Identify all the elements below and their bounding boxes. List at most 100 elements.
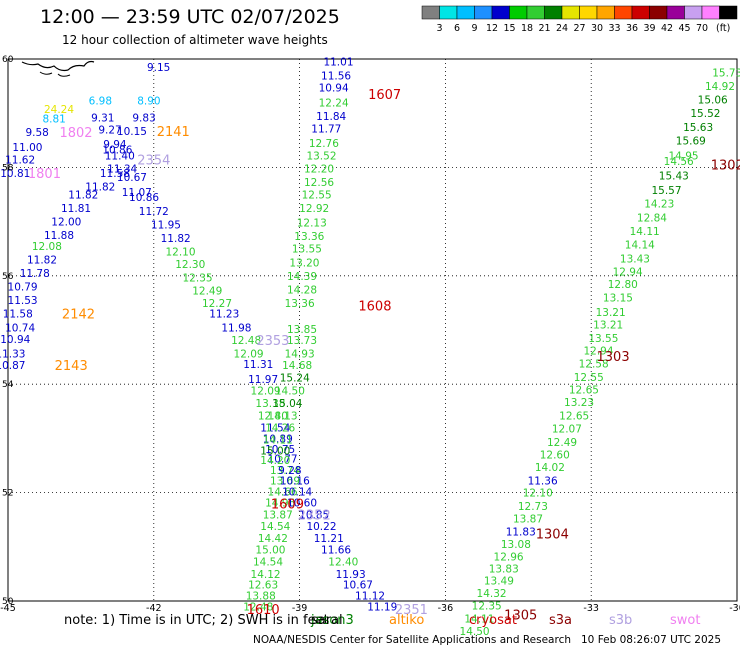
wave-height-label: 12.40 xyxy=(328,556,358,568)
satellite-legend-altiko: altiko xyxy=(389,613,425,628)
colorbar-tick-label: 27 xyxy=(573,23,585,34)
wave-height-label: 13.55 xyxy=(292,244,322,256)
wave-height-label: 11.62 xyxy=(5,154,35,166)
wave-height-label: 11.93 xyxy=(336,569,366,581)
wave-height-label: 15.24 xyxy=(280,373,310,385)
wave-height-label: 13.85 xyxy=(287,324,317,336)
satellite-legend-s3a: s3a xyxy=(549,613,573,628)
wave-height-label: 14.11 xyxy=(263,434,293,446)
wave-height-label: 10.75 xyxy=(265,444,295,456)
wave-height-label: 9.94 xyxy=(103,139,127,151)
wave-height-label: 15.04 xyxy=(272,398,302,410)
wave-height-label: 12.94 xyxy=(613,266,643,278)
wave-height-label: 12.55 xyxy=(574,372,604,384)
wave-height-label: 9.31 xyxy=(91,113,114,125)
wave-height-label: 11.78 xyxy=(20,268,50,280)
colorbar-tick-label: 18 xyxy=(521,23,533,34)
wave-height-label: 14.32 xyxy=(477,588,507,600)
wave-height-label: 15.00 xyxy=(255,545,285,557)
wave-height-label: 14.23 xyxy=(644,199,674,211)
wave-height-label: 9.58 xyxy=(25,127,48,139)
wave-height-label: 10.60 xyxy=(287,497,317,509)
wave-height-label: 9.28 xyxy=(278,465,301,477)
wave-height-label: 12.48 xyxy=(243,601,273,613)
pass-time-label: 1303 xyxy=(597,350,630,365)
wave-height-label: 11.12 xyxy=(355,591,385,603)
colorbar-tick-label: 70 xyxy=(696,23,708,34)
wave-height-label: 14.54 xyxy=(253,556,283,568)
wave-height-label: 14.50 xyxy=(275,386,305,398)
satellite-legend-swot: swot xyxy=(670,613,701,628)
colorbar-swatch xyxy=(631,5,650,20)
colorbar-tick-label: 45 xyxy=(678,23,690,34)
wave-height-label: 10.85 xyxy=(299,509,329,521)
wave-height-label: 15.52 xyxy=(690,108,720,120)
colorbar-swatch xyxy=(544,5,563,20)
y-tick-label: 50 xyxy=(2,597,14,607)
pass-time-labels: 1802 2141 2354 1801 2142 2143 2353 1607 1608 1302… xyxy=(28,88,740,623)
pass-time-label: 1302 xyxy=(711,159,740,174)
colorbar-tick-label: 42 xyxy=(661,23,673,34)
pass-time-label: 1610 xyxy=(247,603,280,618)
colorbar-tick-label: 6 xyxy=(454,23,460,34)
colorbar-swatch xyxy=(526,5,545,20)
wave-height-label: 11.21 xyxy=(314,533,344,545)
wave-height-label: 15.73 xyxy=(712,68,740,80)
colorbar-legend: 3 6 9 12 15 18 21 24 27 30 33 36 39 42 45 70 (ft) xyxy=(421,5,738,34)
wave-height-label: 11.58 xyxy=(100,168,130,180)
wave-height-label: 12.60 xyxy=(540,450,570,462)
wave-height-label: 12.58 xyxy=(579,359,609,371)
wave-height-label: 10.81 xyxy=(0,168,30,180)
wave-height-label: 11.81 xyxy=(61,203,91,215)
wave-height-label: 10.15 xyxy=(117,126,147,138)
wave-height-label: 11.82 xyxy=(68,190,98,202)
wave-height-label: 15.57 xyxy=(651,185,681,197)
axis-tick-labels: -45 -42 -39 -36 -33 -30 50 52 54 56 58 60 xyxy=(0,55,740,614)
note-text: note: 1) Time is in UTC; 2) SWH is in fe… xyxy=(64,613,329,628)
wave-height-label: 12.48 xyxy=(231,335,261,347)
wave-height-label: 10.16 xyxy=(280,476,310,488)
wave-height-label: 13.87 xyxy=(263,509,293,521)
wave-height-label: 11.88 xyxy=(44,230,74,242)
colorbar-swatch xyxy=(491,5,510,20)
footer-note: note: 1) Time is in UTC; 2) SWH is in fe… xyxy=(64,613,700,628)
wave-height-label: 14.95 xyxy=(669,150,699,162)
colorbar-tick-label: 3 xyxy=(436,23,442,34)
wave-height-label: 14.66 xyxy=(268,487,298,499)
wave-height-label: 14.13 xyxy=(268,411,298,423)
coastline-greenland xyxy=(21,60,95,77)
wave-height-label: 14.14 xyxy=(625,239,655,251)
wave-height-label: 11.97 xyxy=(248,374,278,386)
x-tick-label: -33 xyxy=(583,603,599,614)
pass-time-label: 2353 xyxy=(256,334,289,349)
wave-height-label: 14.56 xyxy=(664,156,694,168)
wave-height-label: 12.35 xyxy=(472,600,502,612)
wave-height-label: 10.86 xyxy=(102,145,132,157)
wave-height-label: 10.67 xyxy=(343,580,373,592)
wave-height-label: 14.54 xyxy=(260,521,290,533)
y-tick-label: 60 xyxy=(2,55,14,65)
wave-height-label: 12.92 xyxy=(299,203,329,215)
wave-height-label: 11.58 xyxy=(3,309,33,321)
wave-height-label: 14.11 xyxy=(464,613,494,625)
wave-height-label: 14.11 xyxy=(630,226,660,238)
wave-height-label: 11.98 xyxy=(221,322,251,334)
wave-height-label: 11.01 xyxy=(323,57,353,69)
wave-height-label: 12.27 xyxy=(202,298,232,310)
wave-height-label: 12.00 xyxy=(51,217,81,229)
wave-height-label: 14.12 xyxy=(251,569,281,581)
x-tick-label: -39 xyxy=(292,603,308,614)
colorbar-swatch xyxy=(456,5,475,20)
wave-height-label: 10.74 xyxy=(5,322,35,334)
wave-height-label: 11.19 xyxy=(367,601,397,613)
wave-height-label: 11.82 xyxy=(85,181,115,193)
wave-height-label: 12.10 xyxy=(523,488,553,500)
coastline-path xyxy=(39,71,71,77)
colorbar-tick-label: 36 xyxy=(626,23,638,34)
y-tick-label: 52 xyxy=(2,489,13,499)
y-tick-label: 58 xyxy=(2,163,14,173)
chart-subtitle: 12 hour collection of altimeter wave hei… xyxy=(62,33,328,47)
colorbar-tick-label: 30 xyxy=(591,23,603,34)
wave-height-label: 11.53 xyxy=(8,295,38,307)
